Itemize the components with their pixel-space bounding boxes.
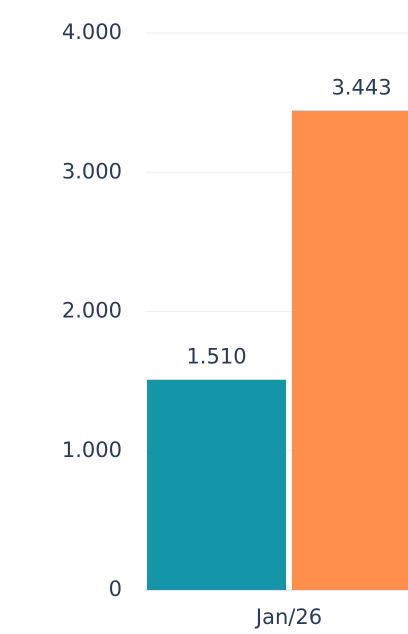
- y-tick-label: 4.000: [62, 20, 122, 44]
- bar: [292, 110, 408, 590]
- y-tick-label: 1.000: [62, 438, 122, 462]
- y-tick-label: 2.000: [62, 299, 122, 323]
- bar: [147, 379, 286, 590]
- x-tick-label: Jan/26: [254, 605, 322, 629]
- y-tick-label: 3.000: [62, 159, 122, 183]
- data-label: 1.510: [186, 345, 246, 369]
- data-label: 3.443: [331, 76, 391, 100]
- y-tick-label: 0: [109, 577, 122, 601]
